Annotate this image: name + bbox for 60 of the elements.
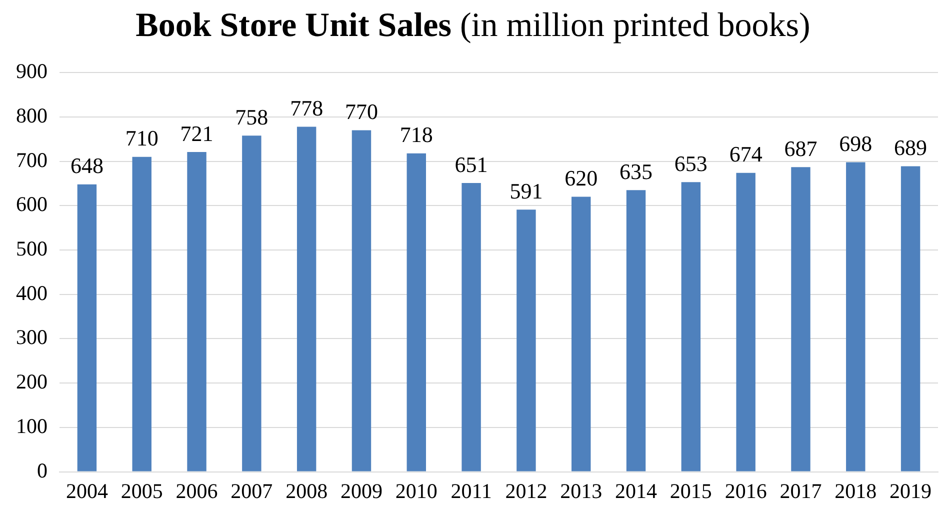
x-tick-label: 2016 [724,478,767,503]
bar [132,156,152,472]
x-tick-label: 2012 [505,478,548,503]
y-tick-label: 400 [16,280,48,305]
bar [242,136,262,472]
bar [791,167,810,472]
data-label: 648 [70,153,104,178]
y-tick-label: 300 [16,325,48,350]
bar [296,126,316,472]
bar [846,162,866,472]
y-tick-label: 0 [37,458,48,482]
bar [406,153,426,472]
bar [681,182,701,472]
y-tick-label: 500 [16,236,48,261]
data-label: 778 [290,95,324,120]
bar [572,196,591,472]
data-label: 718 [400,122,433,148]
y-tick-label: 900 [16,59,48,84]
chart-title: Book Store Unit Sales [136,7,452,44]
bar [736,172,756,472]
x-tick-label: 2009 [340,478,382,503]
data-label: 674 [729,142,762,167]
x-tick-label: 2007 [230,478,273,503]
data-label: 635 [620,158,653,184]
y-tick-label: 200 [16,370,48,394]
data-label: 721 [180,120,214,146]
x-tick-label: 2019 [890,478,932,503]
x-tick-label: 2013 [560,478,602,503]
y-tick-label: 100 [16,414,48,438]
data-label: 758 [235,104,268,130]
data-label: 651 [454,152,488,177]
x-tick-label: 2011 [450,478,492,503]
x-tick-label: 2018 [834,478,877,503]
data-label: 698 [839,130,872,156]
x-tick-label: 2014 [615,478,658,503]
bar [626,190,646,472]
data-label: 653 [674,150,708,176]
data-label: 591 [510,178,543,204]
data-label: 620 [564,166,598,191]
bar [187,152,206,472]
bar [77,184,97,472]
y-tick-label: 800 [16,103,48,128]
data-label: 689 [894,134,928,160]
bar [462,183,481,472]
x-tick-label: 2008 [286,478,328,503]
chart-subtitle: (in million printed books) [460,7,810,44]
data-label: 710 [125,126,158,151]
x-tick-label: 2006 [176,478,218,503]
x-tick-label: 2004 [66,478,108,503]
bar [352,130,372,472]
bar [900,166,920,472]
bar [516,210,536,472]
x-tick-label: 2015 [670,478,712,503]
data-label: 770 [344,99,378,124]
y-tick-label: 600 [16,192,48,216]
x-tick-label: 2017 [780,478,822,503]
y-tick-label: 700 [16,148,48,172]
x-tick-label: 2010 [395,478,438,503]
data-label: 687 [784,136,818,161]
x-tick-label: 2005 [120,478,163,503]
